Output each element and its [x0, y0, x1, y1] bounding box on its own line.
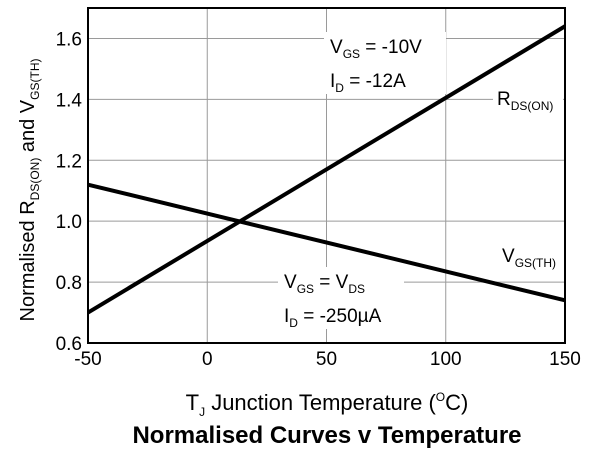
- y-tick-label: 1.2: [56, 151, 82, 172]
- x-tick-label: 150: [549, 349, 581, 370]
- x-tick-label: 50: [316, 349, 337, 370]
- chart-title: Normalised Curves v Temperature: [132, 422, 521, 449]
- x-tick-label: -50: [74, 349, 101, 370]
- cond1-line2: ID = -12A: [330, 71, 406, 95]
- rds-label-bg: [493, 86, 563, 118]
- cond2-line1: VGS = VDS: [284, 272, 365, 296]
- vgs-label-bg: [498, 242, 562, 274]
- x-tick-label: 0: [202, 349, 213, 370]
- y-tick-label: 0.6: [56, 334, 82, 355]
- plot-frame: [87, 7, 566, 344]
- y-tick-label: 1.4: [56, 90, 83, 111]
- vgs-label: VGS(TH): [502, 246, 556, 270]
- series-line-rdson: [86, 24, 567, 315]
- x-axis-label: TJ Junction Temperature (OC): [186, 390, 469, 419]
- rds-label: RDS(ON): [497, 89, 553, 113]
- plot-border: [87, 7, 566, 344]
- y-tick-labels: 0.6 0.8 1.0 1.2 1.4 1.6: [56, 29, 83, 355]
- y-tick-label: 1.6: [56, 29, 82, 50]
- cond2-line2: ID = -250µA: [284, 306, 382, 330]
- series-line-vgsth: [87, 182, 566, 303]
- series-group: [86, 24, 567, 315]
- cond1-line1: VGS = -10V: [330, 37, 422, 61]
- x-tick-label: 100: [430, 349, 462, 370]
- x-tick-labels: -50 0 50 100 150: [74, 349, 581, 370]
- y-axis-label: Normalised RDS(ON) and VGS(TH): [17, 59, 42, 322]
- y-tick-label: 0.8: [56, 273, 82, 294]
- cond1-bg: [324, 32, 446, 94]
- cond2-bg: [278, 267, 404, 329]
- y-tick-label: 1.0: [56, 212, 82, 233]
